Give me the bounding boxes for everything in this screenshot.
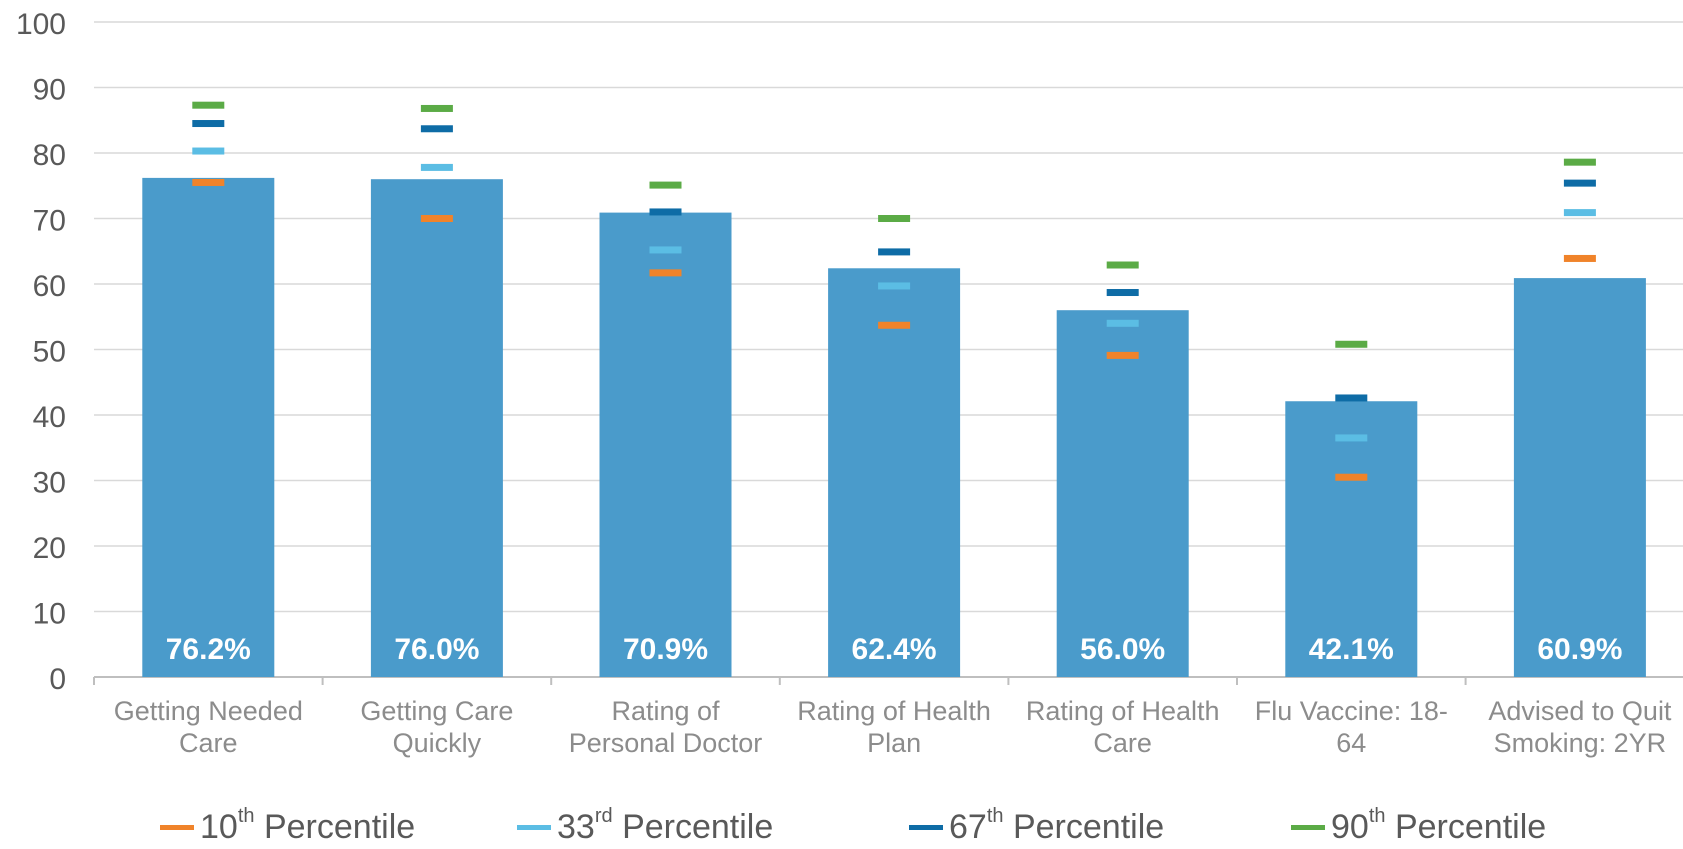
percentile-marker: [649, 208, 682, 216]
x-tick-label: Flu Vaccine: 18-: [1255, 696, 1448, 726]
percentile-marker: [420, 104, 453, 112]
bar: [599, 212, 732, 678]
y-tick-label: 50: [33, 336, 66, 369]
percentile-marker: [878, 321, 911, 329]
percentile-marker: [1106, 351, 1139, 359]
y-tick-label: 20: [33, 532, 66, 565]
percentile-marker: [1563, 158, 1596, 166]
bar: [1513, 278, 1646, 677]
percentile-marker: [192, 147, 225, 155]
x-tick-label: Personal Doctor: [569, 728, 763, 758]
data-label: 62.4%: [852, 633, 937, 666]
x-tick-label: Plan: [867, 728, 921, 758]
percentile-marker: [1106, 289, 1139, 297]
legend-label-67th: 67th Percentile: [949, 804, 1165, 846]
y-tick-label: 80: [33, 139, 66, 172]
bar: [1285, 401, 1418, 677]
data-label: 70.9%: [623, 633, 708, 666]
y-tick-label: 90: [33, 74, 66, 107]
x-tick-label: Getting Needed: [114, 696, 303, 726]
percentile-marker: [192, 120, 225, 128]
legend-swatch-90th: [1291, 825, 1325, 830]
y-tick-label: 30: [33, 467, 66, 500]
x-tick-label: Smoking: 2YR: [1494, 728, 1667, 758]
x-tick-label: Rating of: [611, 696, 720, 726]
percentile-marker: [1106, 261, 1139, 269]
percentile-marker: [420, 163, 453, 171]
bar: [1056, 310, 1189, 677]
y-tick-label: 70: [33, 205, 66, 238]
percentile-marker: [878, 282, 911, 290]
x-tick-label: 64: [1336, 728, 1366, 758]
percentile-marker: [649, 246, 682, 254]
legend-label-10th: 10th Percentile: [200, 804, 416, 846]
percentile-marker: [649, 269, 682, 277]
percentile-marker: [1335, 473, 1368, 481]
percentile-marker: [878, 215, 911, 222]
legend-label-90th: 90th Percentile: [1331, 804, 1547, 846]
percentile-marker: [1563, 254, 1596, 262]
legend-label-33rd: 33rd Percentile: [557, 804, 774, 846]
percentile-marker: [878, 248, 911, 256]
x-tick-label: Rating of Health: [1026, 696, 1220, 726]
x-tick-label: Advised to Quit: [1488, 696, 1672, 726]
percentile-marker: [1563, 179, 1596, 187]
legend-item-90th: 90th Percentile: [1291, 804, 1547, 847]
percentile-marker: [420, 125, 453, 133]
chart: 0 10 20 30 40 50 60 70 80 90 100 76.2% Getting Neede…: [16, 8, 1683, 758]
legend-item-67th: 67th Percentile: [909, 804, 1165, 847]
percentile-marker: [192, 101, 225, 109]
bar: [370, 179, 503, 677]
data-label: 76.0%: [394, 633, 479, 666]
x-tick-label: Getting Care: [360, 696, 513, 726]
bar: [828, 268, 961, 677]
legend-swatch-10th: [160, 825, 194, 830]
percentile-marker: [192, 178, 225, 186]
data-label: 56.0%: [1080, 633, 1165, 666]
bar: [142, 177, 275, 677]
x-tick-label: Care: [1093, 728, 1152, 758]
y-tick-label: 0: [49, 663, 66, 696]
x-tick-label: Quickly: [393, 728, 482, 758]
legend-item-10th: 10th Percentile: [160, 804, 416, 847]
y-tick-label: 40: [33, 401, 66, 434]
x-tick-label: Care: [179, 728, 238, 758]
legend-swatch-67th: [909, 825, 943, 830]
data-label: 76.2%: [166, 633, 251, 666]
legend: 10th Percentile 33rd Percentile 67th Per…: [0, 804, 1683, 847]
y-tick-label: 60: [33, 270, 66, 303]
percentile-marker: [1335, 434, 1368, 442]
percentile-marker: [1335, 340, 1368, 348]
percentile-marker: [420, 215, 453, 222]
legend-swatch-33rd: [517, 825, 551, 830]
data-label: 42.1%: [1309, 633, 1394, 666]
legend-item-33rd: 33rd Percentile: [517, 804, 774, 847]
y-tick-label: 10: [33, 598, 66, 631]
percentile-marker: [649, 181, 682, 189]
x-tick-label: Rating of Health: [797, 696, 991, 726]
percentile-marker: [1106, 319, 1139, 327]
y-tick-label: 100: [16, 8, 66, 41]
data-label: 60.9%: [1537, 633, 1622, 666]
percentile-marker: [1335, 394, 1368, 402]
percentile-marker: [1563, 209, 1596, 217]
